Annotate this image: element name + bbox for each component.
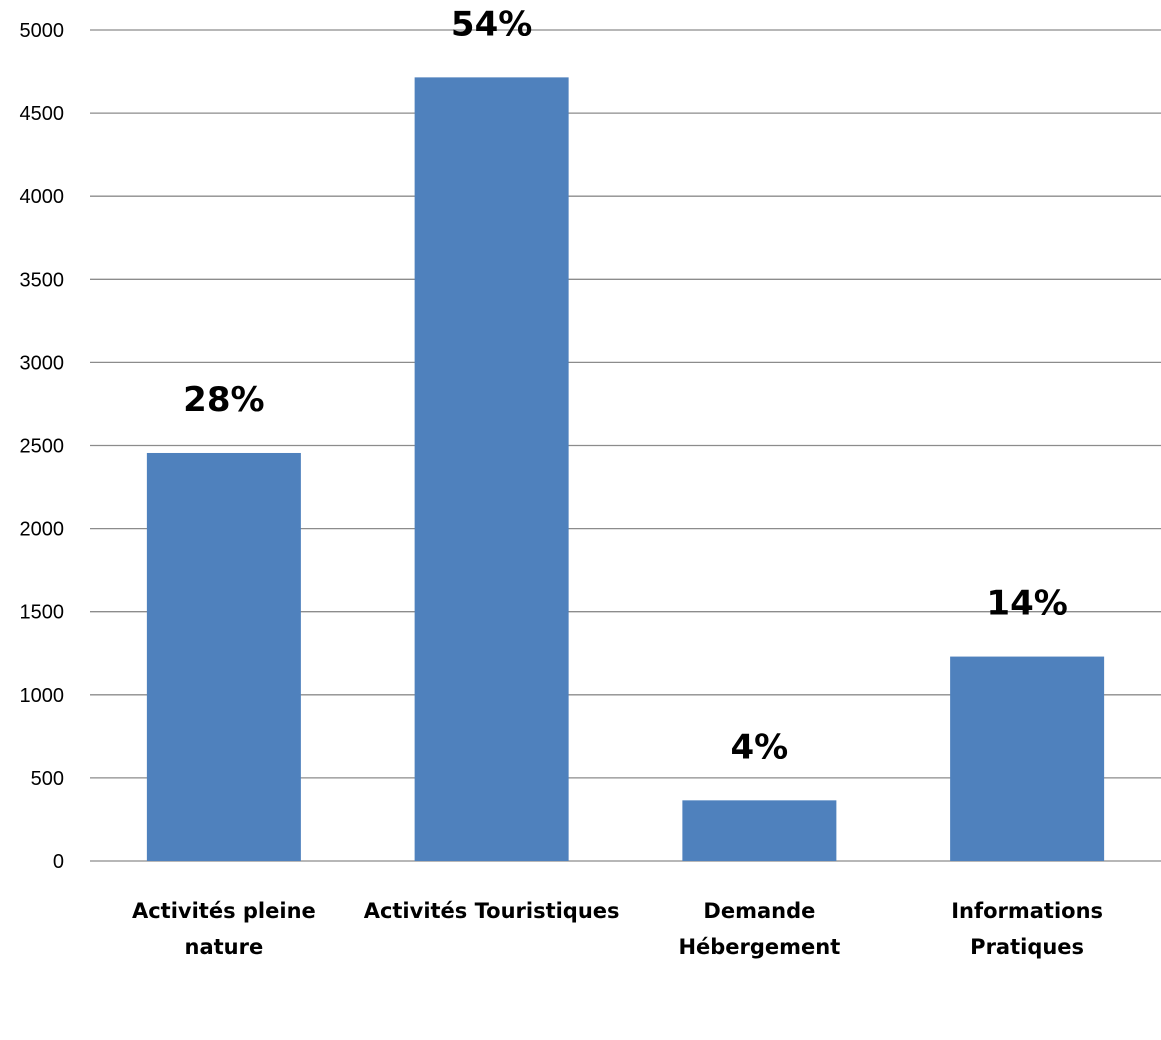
y-tick-label: 1000 [20,685,65,707]
x-category-label: Demande Hébergement [678,899,840,959]
y-tick-label: 1500 [20,602,65,624]
x-category-label-line: Activités pleine [132,899,316,923]
data-label: 14% [986,584,1067,624]
bar [414,77,569,861]
y-tick-label: 4500 [20,103,65,125]
bar [950,656,1105,861]
y-tick-label: 0 [53,851,64,873]
x-category-label: Informations Pratiques [951,899,1103,959]
y-tick-label: 5000 [20,20,65,42]
data-label: 4% [731,727,789,767]
x-category-label-line: Pratiques [970,935,1084,959]
data-label: 54% [451,4,532,44]
y-tick-label: 3000 [20,352,65,374]
bar [146,452,301,861]
bars [146,77,1105,861]
x-category-label-line: Activités Touristiques [364,899,620,923]
x-category-label-line: Informations [951,899,1103,923]
data-labels: 28% 54% 4% 14% [183,4,1068,767]
y-tick-label: 4000 [20,186,65,208]
bar [682,800,837,861]
x-category-label-line: Demande [703,899,815,923]
data-label: 28% [183,380,264,420]
x-category-label-line: nature [185,935,264,959]
x-category-label: Activités Touristiques [364,899,620,923]
y-axis-tick-labels: 0 500 1000 1500 2000 2500 3000 3500 4000 4500 5000 [20,20,65,873]
y-tick-label: 2000 [20,519,65,541]
y-tick-label: 3500 [20,269,65,291]
x-axis-category-labels: Activités pleine nature Activités Touristi… [132,899,1103,959]
y-tick-label: 2500 [20,436,65,458]
x-category-label: Activités pleine nature [132,899,316,959]
x-category-label-line: Hébergement [678,935,840,959]
y-tick-label: 500 [31,768,64,790]
